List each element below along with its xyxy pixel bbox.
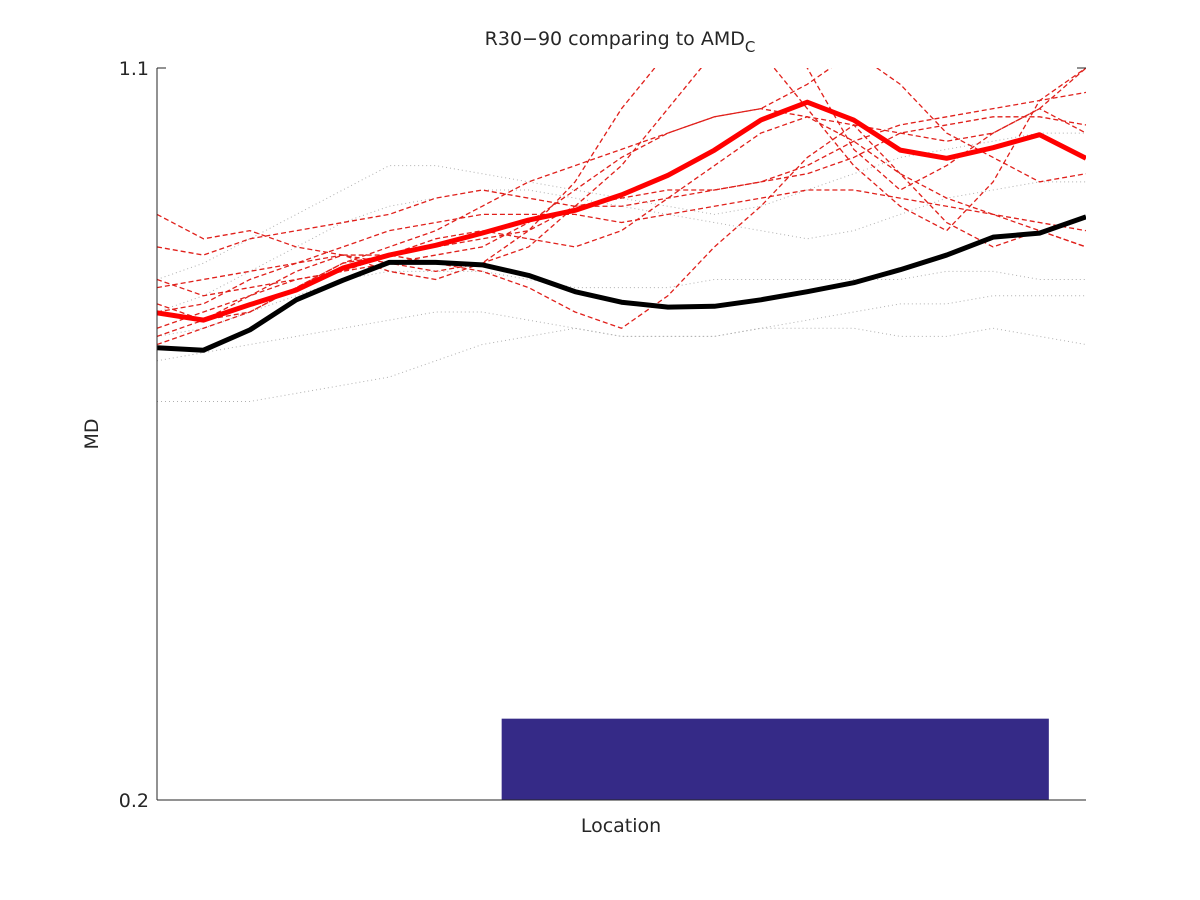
significance-region xyxy=(501,718,1049,800)
y-tick-label: 0.2 xyxy=(119,790,149,812)
line-series xyxy=(157,91,1086,321)
line-series xyxy=(157,68,1086,313)
line-series xyxy=(157,116,1086,338)
line-series xyxy=(157,116,1086,256)
y-axis-label: MD xyxy=(81,418,103,449)
line-series xyxy=(157,327,1086,402)
line-series xyxy=(157,108,1086,346)
line-series xyxy=(157,68,1086,272)
line-series xyxy=(157,99,1086,323)
x-axis-label: Location xyxy=(581,815,661,837)
chart-title: R30−90 comparing to AMDC xyxy=(485,28,756,56)
line-series xyxy=(157,68,1086,297)
line-series xyxy=(157,189,1086,289)
y-tick-label: 1.1 xyxy=(119,58,149,80)
plot-area xyxy=(157,68,1086,800)
title-subscript: C xyxy=(745,38,755,56)
line-series xyxy=(157,124,1086,329)
line-series xyxy=(157,214,1086,353)
axes: 0.2 1.1 xyxy=(119,58,1086,812)
title-text: R30−90 comparing to AMD xyxy=(485,28,745,50)
